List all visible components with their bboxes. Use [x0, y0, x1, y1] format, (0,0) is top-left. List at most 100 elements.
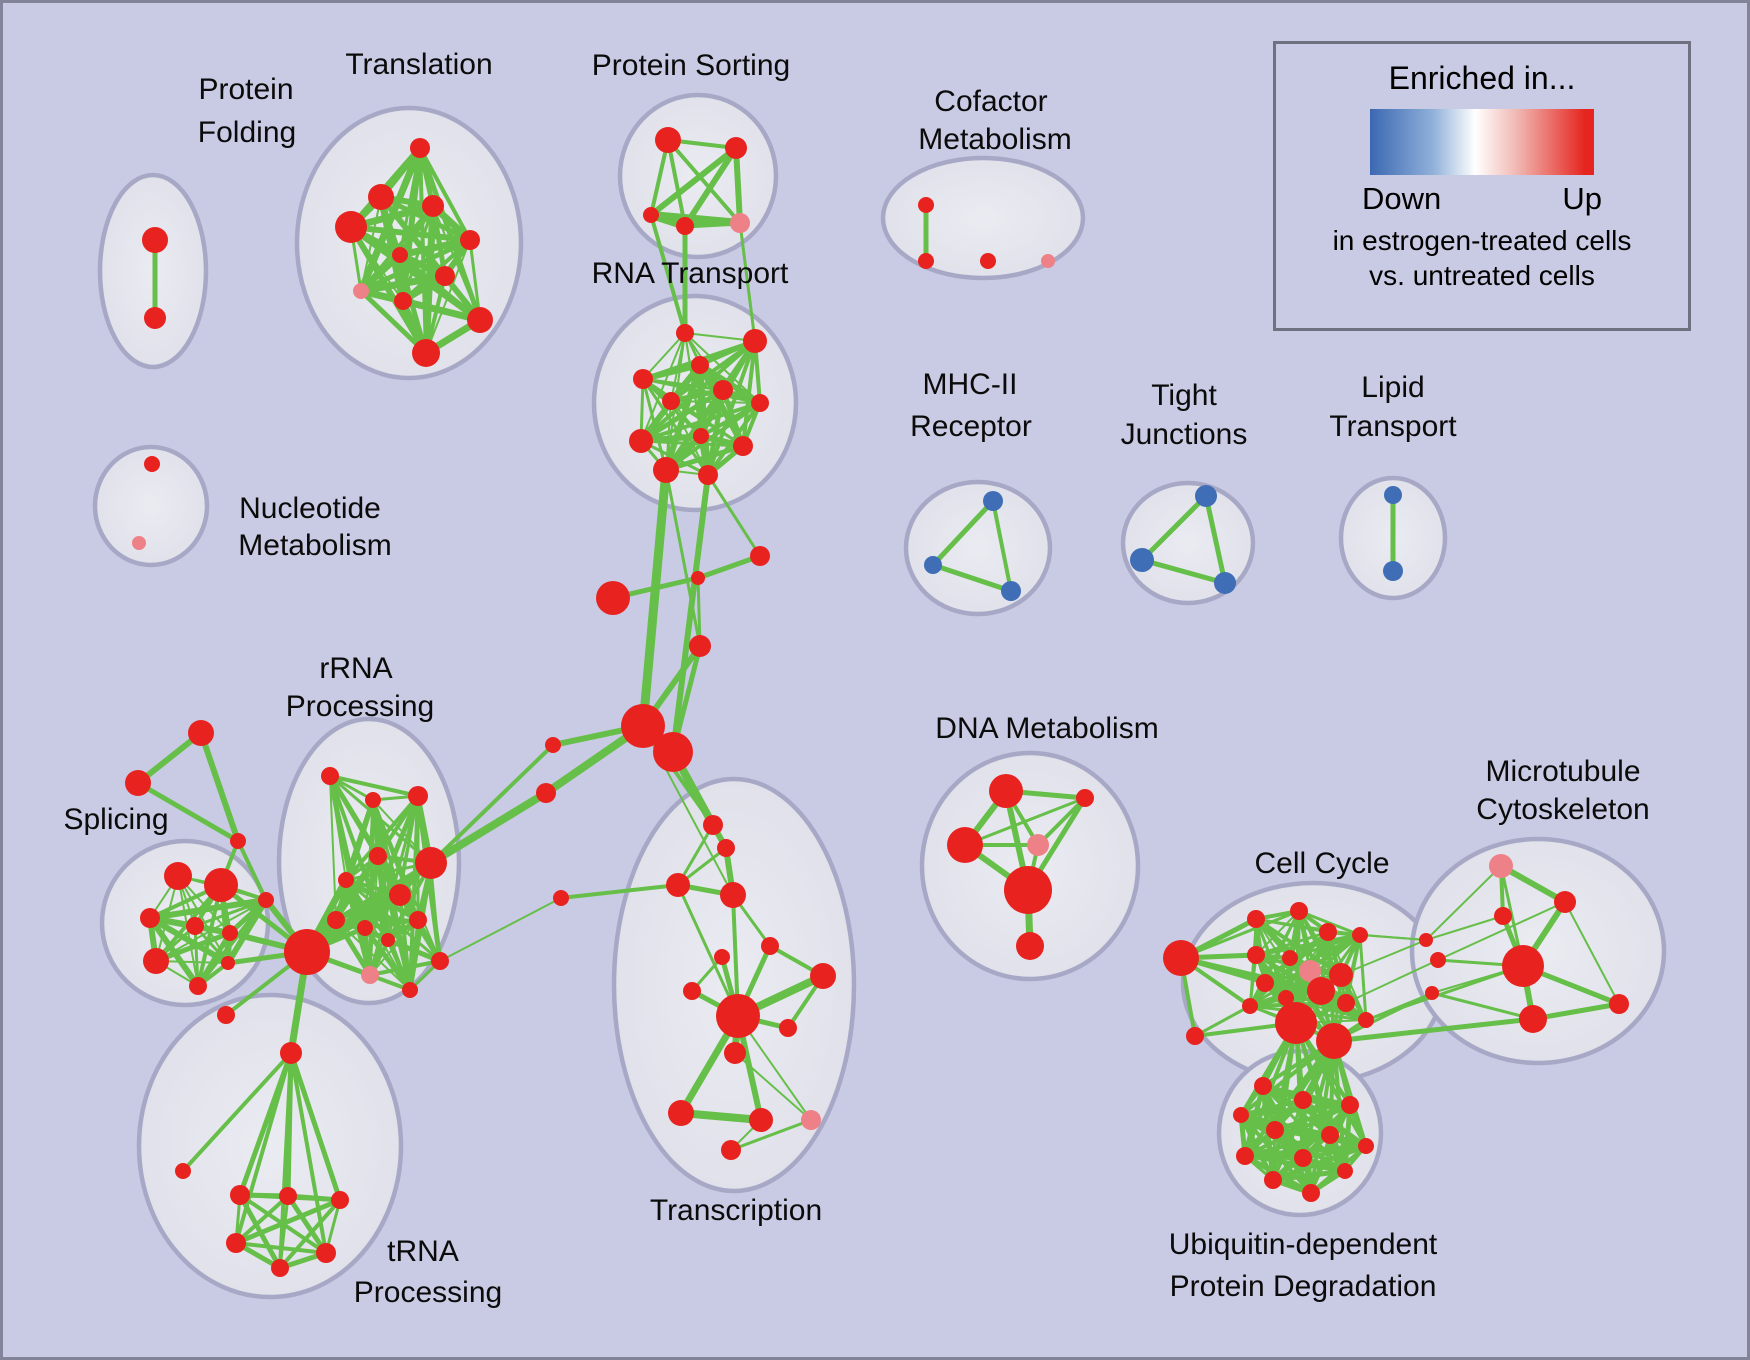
network-node-tx8[interactable]	[810, 963, 836, 989]
network-node-w1[interactable]	[545, 737, 561, 753]
network-node-rl1[interactable]	[217, 1006, 235, 1024]
network-node-u6[interactable]	[1321, 1126, 1339, 1144]
network-node-r13[interactable]	[402, 982, 418, 998]
network-node-lt1[interactable]	[1384, 486, 1402, 504]
network-node-spt1[interactable]	[188, 720, 214, 746]
network-node-rt6[interactable]	[662, 392, 680, 410]
network-node-U2[interactable]	[1316, 1023, 1352, 1059]
network-node-u5[interactable]	[1266, 1121, 1284, 1139]
network-node-c2[interactable]	[1186, 1027, 1204, 1045]
network-node-rt8[interactable]	[693, 428, 709, 444]
network-node-tl5[interactable]	[460, 230, 480, 250]
network-node-nb3[interactable]	[750, 546, 770, 566]
network-node-d5[interactable]	[1004, 866, 1052, 914]
network-node-t4[interactable]	[331, 1191, 349, 1209]
network-node-tl8[interactable]	[353, 283, 369, 299]
network-node-cf3[interactable]	[980, 253, 996, 269]
network-node-c16[interactable]	[1329, 963, 1353, 987]
network-node-tx7[interactable]	[683, 982, 701, 1000]
network-node-u2[interactable]	[1294, 1091, 1312, 1109]
network-node-nb4[interactable]	[689, 635, 711, 657]
network-node-tl3[interactable]	[335, 211, 367, 243]
network-node-r10[interactable]	[357, 920, 373, 936]
network-node-mh2[interactable]	[924, 556, 942, 574]
network-node-rt11[interactable]	[653, 457, 679, 483]
network-node-tx6[interactable]	[761, 937, 779, 955]
network-node-s5[interactable]	[222, 925, 238, 941]
network-node-u8[interactable]	[1236, 1147, 1254, 1165]
network-node-spt2[interactable]	[125, 770, 151, 796]
network-node-tl6[interactable]	[392, 247, 408, 263]
network-node-u9[interactable]	[1294, 1149, 1312, 1167]
network-node-tx9[interactable]	[779, 1019, 797, 1037]
network-node-H2[interactable]	[653, 732, 693, 772]
network-node-rt3[interactable]	[691, 356, 709, 374]
network-node-nb2[interactable]	[691, 571, 705, 585]
network-node-pf1[interactable]	[142, 227, 168, 253]
network-node-d6[interactable]	[1016, 932, 1044, 960]
network-node-c13[interactable]	[1337, 994, 1355, 1012]
network-node-t2[interactable]	[230, 1185, 250, 1205]
network-node-c5[interactable]	[1319, 923, 1337, 941]
network-node-c8[interactable]	[1282, 950, 1298, 966]
network-node-ps5[interactable]	[730, 213, 750, 233]
network-node-r1[interactable]	[321, 767, 339, 785]
network-node-c3[interactable]	[1247, 910, 1265, 928]
network-node-t6[interactable]	[271, 1259, 289, 1277]
network-node-w3[interactable]	[553, 890, 569, 906]
network-node-u10[interactable]	[1337, 1163, 1353, 1179]
network-node-tx4[interactable]	[720, 882, 746, 908]
network-node-cf2[interactable]	[918, 253, 934, 269]
network-node-t1[interactable]	[175, 1163, 191, 1179]
network-node-b3[interactable]	[1425, 986, 1439, 1000]
network-node-t0[interactable]	[280, 1042, 302, 1064]
network-node-r2[interactable]	[365, 792, 381, 808]
network-node-rt7[interactable]	[751, 394, 769, 412]
network-node-r14[interactable]	[431, 952, 449, 970]
network-node-d4[interactable]	[1027, 834, 1049, 856]
network-node-tl4[interactable]	[422, 195, 444, 217]
network-node-mh1[interactable]	[983, 491, 1003, 511]
network-node-rt5[interactable]	[713, 380, 733, 400]
network-node-nm1[interactable]	[144, 456, 160, 472]
network-node-s9[interactable]	[258, 892, 274, 908]
network-node-u1[interactable]	[1254, 1077, 1272, 1095]
network-node-r4[interactable]	[369, 847, 387, 865]
network-node-d3[interactable]	[947, 827, 983, 863]
network-node-rt2[interactable]	[743, 329, 767, 353]
network-node-r9[interactable]	[327, 911, 345, 929]
network-node-r11[interactable]	[381, 933, 395, 947]
network-node-r12[interactable]	[361, 966, 379, 984]
network-node-pf2[interactable]	[144, 307, 166, 329]
network-node-TX[interactable]	[716, 994, 760, 1038]
network-node-ps1[interactable]	[655, 127, 681, 153]
network-node-tx10[interactable]	[724, 1042, 746, 1064]
network-node-c12[interactable]	[1242, 998, 1258, 1014]
network-node-r8[interactable]	[409, 911, 427, 929]
network-node-tx14[interactable]	[721, 1140, 741, 1160]
network-node-b1[interactable]	[1419, 933, 1433, 947]
network-node-s4[interactable]	[186, 917, 204, 935]
network-node-R[interactable]	[284, 929, 330, 975]
network-node-s7[interactable]	[189, 977, 207, 995]
network-node-tx13[interactable]	[801, 1110, 821, 1130]
network-node-tj1[interactable]	[1195, 485, 1217, 507]
network-node-U1[interactable]	[1275, 1002, 1317, 1044]
network-node-c6[interactable]	[1352, 927, 1368, 943]
network-node-c14[interactable]	[1358, 1012, 1374, 1028]
network-node-mt3[interactable]	[1494, 907, 1512, 925]
network-node-tl7[interactable]	[435, 266, 455, 286]
network-node-r7[interactable]	[389, 884, 411, 906]
network-node-cf1[interactable]	[918, 197, 934, 213]
network-node-tx5[interactable]	[714, 949, 730, 965]
network-node-cf4[interactable]	[1041, 254, 1055, 268]
network-node-r5[interactable]	[338, 872, 354, 888]
network-node-rt10[interactable]	[733, 436, 753, 456]
network-node-c15[interactable]	[1307, 977, 1335, 1005]
network-node-tx1[interactable]	[703, 815, 723, 835]
network-node-s2[interactable]	[204, 868, 238, 902]
network-node-tl2[interactable]	[368, 184, 394, 210]
network-node-c7[interactable]	[1247, 946, 1265, 964]
network-node-nm2[interactable]	[132, 536, 146, 550]
network-node-tl9[interactable]	[394, 292, 412, 310]
